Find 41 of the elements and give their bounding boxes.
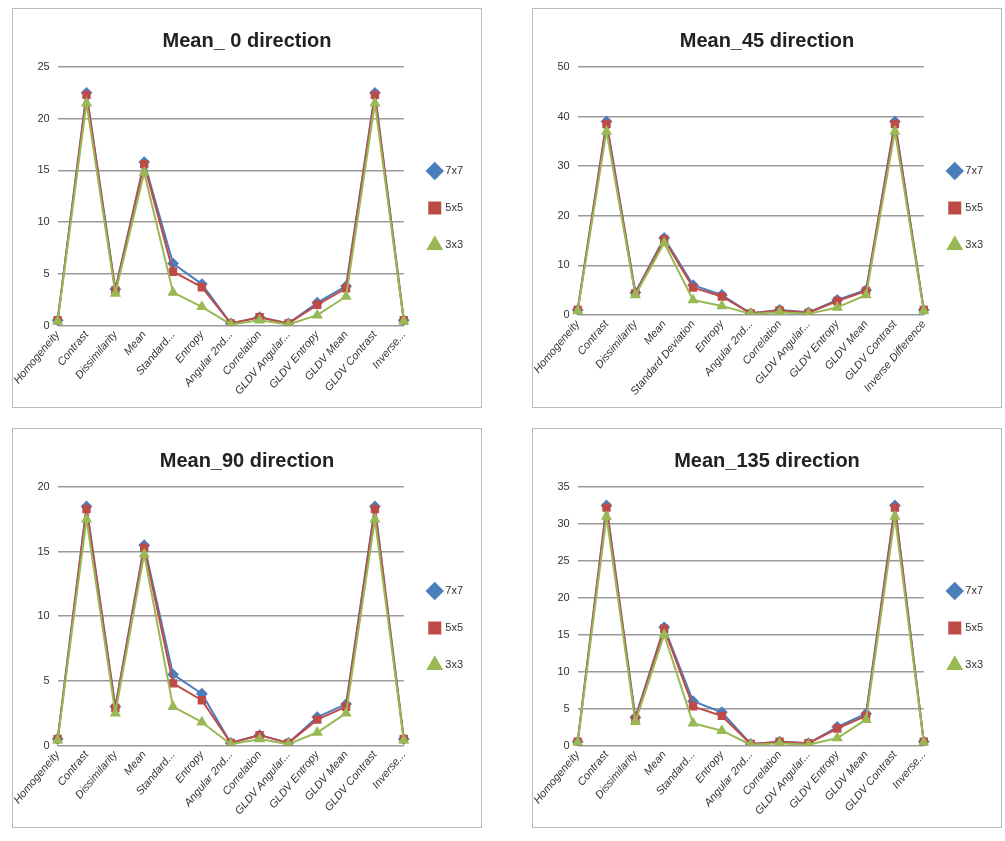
y-tick-label: 30 — [557, 516, 570, 529]
y-tick-label: 0 — [563, 307, 570, 320]
y-tick-label: 5 — [43, 673, 50, 686]
y-tick-label: 20 — [37, 480, 50, 493]
legend-label: 7x7 — [445, 164, 464, 177]
chart-title: Mean_135 direction — [674, 448, 860, 471]
y-tick-label: 10 — [37, 215, 50, 228]
legend-label: 5x5 — [445, 201, 464, 214]
y-tick-label: 15 — [37, 544, 50, 557]
y-tick-label: 30 — [557, 159, 570, 172]
legend-label: 7x7 — [965, 584, 984, 597]
legend-label: 5x5 — [965, 201, 984, 214]
y-tick-label: 0 — [43, 738, 50, 751]
y-tick-label: 50 — [557, 60, 570, 73]
y-tick-label: 10 — [557, 664, 570, 677]
legend-label: 5x5 — [965, 621, 984, 634]
y-tick-label: 5 — [563, 701, 570, 714]
y-tick-label: 15 — [557, 627, 570, 640]
legend-label: 5x5 — [445, 621, 464, 634]
legend-label: 3x3 — [965, 238, 984, 251]
legend-label: 3x3 — [965, 658, 984, 671]
y-tick-label: 15 — [37, 163, 50, 176]
chart-title: Mean_45 direction — [679, 28, 855, 51]
y-tick-label: 0 — [43, 318, 50, 331]
y-tick-label: 25 — [37, 60, 50, 73]
y-tick-label: 20 — [557, 590, 570, 603]
y-tick-label: 5 — [43, 266, 50, 279]
y-tick-label: 40 — [557, 109, 570, 122]
legend-label: 3x3 — [445, 658, 464, 671]
y-tick-label: 10 — [557, 258, 570, 271]
chart-title: Mean_90 direction — [159, 448, 335, 471]
y-tick-label: 10 — [37, 609, 50, 622]
y-tick-label: 25 — [557, 553, 570, 566]
y-tick-label: 35 — [557, 480, 570, 493]
chart-title: Mean_ 0 direction — [162, 28, 332, 51]
legend-label: 7x7 — [445, 584, 464, 597]
legend-label: 7x7 — [965, 164, 984, 177]
y-tick-label: 0 — [563, 738, 570, 751]
legend-label: 3x3 — [445, 238, 464, 251]
y-tick-label: 20 — [37, 111, 50, 124]
y-tick-label: 20 — [557, 208, 570, 221]
